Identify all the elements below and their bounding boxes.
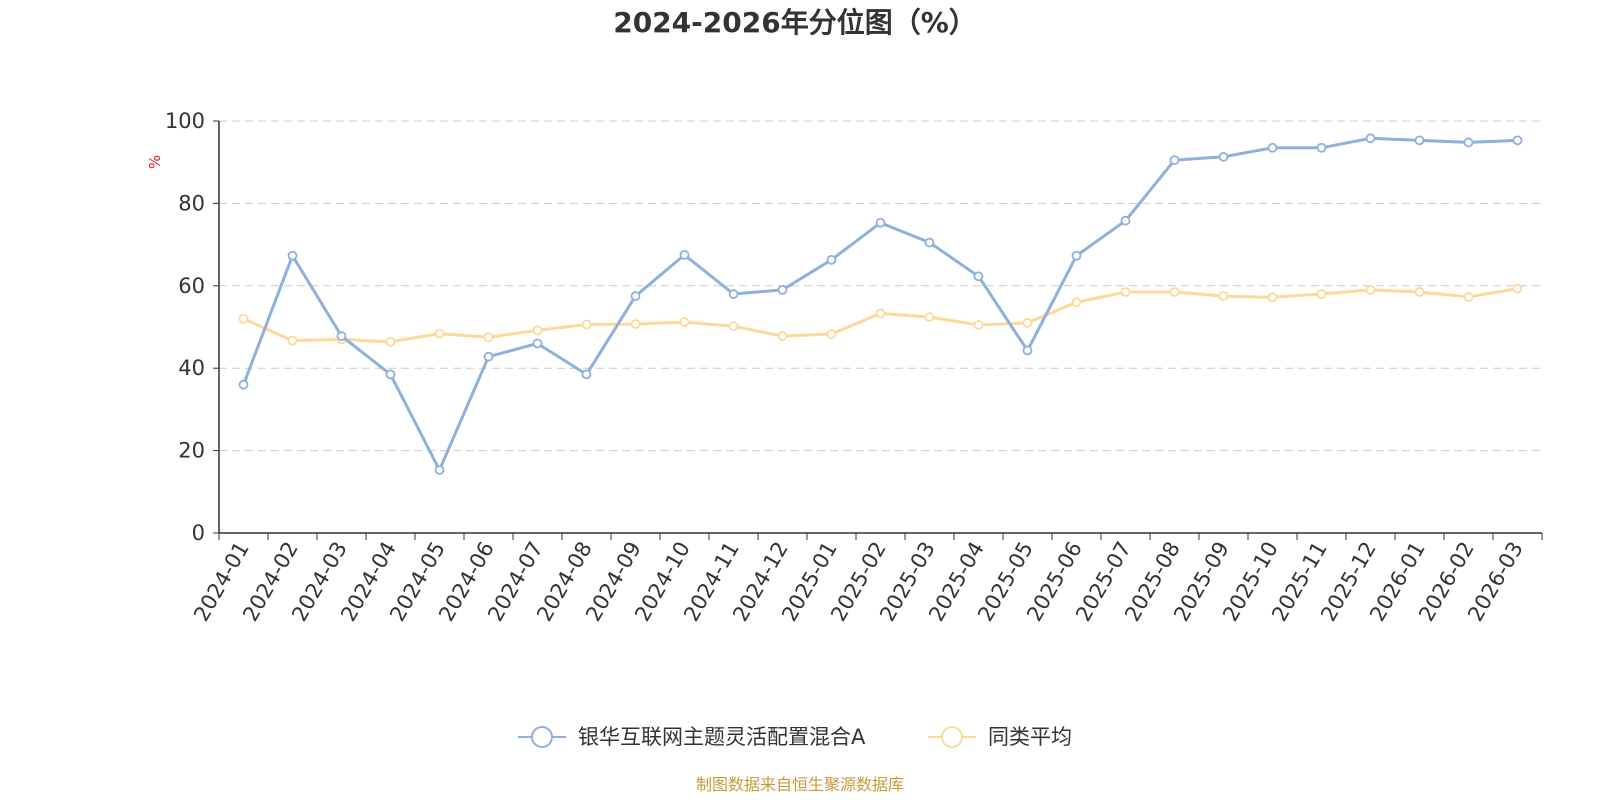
y-tick-label: 60: [178, 274, 205, 298]
peer-average-data-point: [434, 328, 445, 339]
peer-average-data-point: [728, 321, 739, 332]
fund-data-point: [483, 351, 494, 362]
y-tick-label: 40: [178, 356, 205, 380]
fund-data-point: [287, 250, 298, 261]
peer-average-data-point: [875, 308, 886, 319]
peer-average-data-point: [826, 329, 837, 339]
peer-average-data-point: [1463, 292, 1474, 302]
y-tick-label: 100: [165, 109, 205, 133]
peer-average-data-point: [679, 317, 690, 327]
y-tick-label: 20: [178, 439, 205, 463]
fund-data-point: [875, 217, 886, 228]
fund-data-point: [1365, 133, 1376, 144]
peer-average-data-point: [630, 319, 641, 330]
fund-data-point: [630, 291, 641, 302]
source-note: 制图数据来自恒生聚源数据库: [696, 775, 904, 794]
peer-average-data-point: [924, 312, 935, 323]
legend-item-fund[interactable]: 银华互联网主题灵活配置混合A: [518, 725, 866, 749]
legend-label-peer-average: 同类平均: [988, 725, 1072, 749]
fund-data-point: [1463, 137, 1474, 148]
peer-average-data-point: [238, 313, 249, 324]
peer-average-data-point: [1169, 287, 1180, 297]
peer-average-data-point: [1120, 287, 1131, 297]
peer-average-data-point: [581, 319, 592, 330]
fund-data-point: [1512, 135, 1523, 146]
fund-data-point: [1120, 215, 1131, 226]
fund-data-point: [1022, 345, 1033, 356]
fund-data-point: [679, 249, 690, 260]
fund-data-point: [826, 254, 837, 265]
chart-title: 2024-2026年分位图（%）: [613, 6, 977, 39]
peer-average-data-point: [973, 320, 984, 330]
x-axis-ticks: 2024-012024-022024-032024-042024-052024-…: [189, 533, 1543, 625]
legend-label-fund: 银华互联网主题灵活配置混合A: [578, 725, 866, 749]
fund-data-point: [434, 465, 445, 475]
y-tick-label: 0: [192, 521, 205, 545]
fund-data-point: [973, 271, 984, 282]
fund-data-point: [1169, 155, 1180, 166]
fund-data-point: [1071, 250, 1082, 261]
series-layer: [238, 133, 1523, 475]
peer-average-data-point: [1022, 317, 1033, 328]
fund-data-point: [336, 331, 347, 341]
peer-average-data-point: [1512, 283, 1523, 294]
peer-average-data-point: [1414, 287, 1425, 297]
legend-swatch-marker: [531, 726, 553, 748]
fund-data-point: [581, 369, 592, 380]
fund-series-line: [242, 136, 1518, 472]
y-axis-label: %: [146, 155, 164, 169]
fund-data-point: [1267, 142, 1278, 153]
fund-data-point: [1414, 135, 1425, 146]
y-tick-label: 80: [178, 191, 205, 215]
fund-data-point: [1316, 142, 1327, 153]
axes: [218, 121, 1542, 534]
y-axis-ticks: 0 20 40 60 80 100: [165, 109, 219, 545]
legend-swatch-marker: [941, 726, 963, 748]
peer-average-data-point: [1316, 289, 1327, 299]
peer-average-data-point: [1365, 285, 1376, 295]
peer-average-data-point: [532, 325, 543, 336]
fund-data-point: [532, 338, 543, 349]
peer-average-data-point: [777, 331, 788, 341]
fund-data-point: [728, 289, 739, 299]
fund-data-point: [238, 379, 249, 390]
fund-data-point: [385, 369, 396, 380]
legend: 银华互联网主题灵活配置混合A 同类平均: [518, 725, 1072, 749]
peer-average-data-point: [1267, 292, 1278, 303]
fund-data-point: [924, 237, 935, 248]
gridlines: [219, 120, 1542, 452]
peer-average-data-point: [1218, 291, 1229, 302]
peer-average-data-point: [385, 336, 396, 347]
peer-average-data-point: [483, 332, 494, 343]
peer-average-data-point: [287, 335, 298, 346]
fund-data-point: [777, 285, 788, 295]
legend-item-peer-average[interactable]: 同类平均: [928, 725, 1072, 749]
peer-average-data-point: [1071, 297, 1082, 308]
fund-data-point: [1218, 151, 1229, 162]
